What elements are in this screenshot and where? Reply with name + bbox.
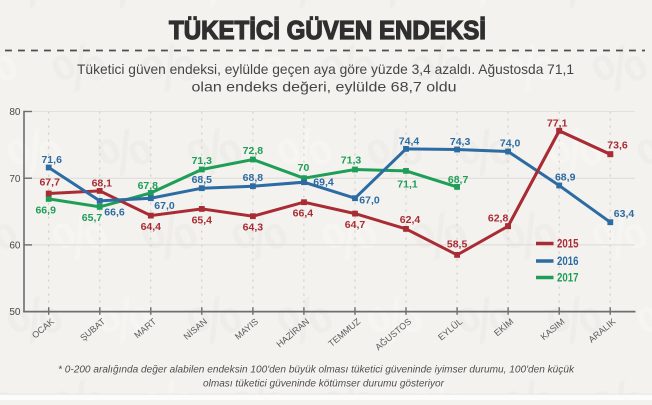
svg-text:66,9: 66,9 bbox=[35, 204, 56, 216]
svg-text:68,9: 68,9 bbox=[555, 172, 576, 184]
svg-text:71,6: 71,6 bbox=[41, 154, 62, 166]
svg-text:80: 80 bbox=[9, 107, 21, 118]
svg-text:73,6: 73,6 bbox=[607, 140, 628, 152]
svg-text:74,4: 74,4 bbox=[399, 135, 420, 147]
svg-text:71,3: 71,3 bbox=[341, 155, 362, 167]
svg-text:58,5: 58,5 bbox=[447, 238, 468, 250]
svg-text:* 0-200 aralığında değer alabi: * 0-200 aralığında değer alabilen endeks… bbox=[58, 365, 575, 376]
svg-text:67,7: 67,7 bbox=[39, 177, 60, 189]
svg-text:60: 60 bbox=[9, 241, 21, 252]
svg-text:66,4: 66,4 bbox=[293, 208, 314, 220]
svg-text:64,3: 64,3 bbox=[243, 222, 264, 234]
svg-text:67,0: 67,0 bbox=[359, 195, 380, 207]
svg-text:olması tüketici güveninde kötü: olması tüketici güveninde kötümser durum… bbox=[203, 379, 445, 390]
svg-text:71,1: 71,1 bbox=[397, 179, 418, 191]
svg-text:2017: 2017 bbox=[557, 273, 579, 285]
svg-text:2016: 2016 bbox=[557, 256, 579, 268]
svg-text:65,4: 65,4 bbox=[192, 214, 213, 226]
svg-text:olan endeks değeri, eylülde 68: olan endeks değeri, eylülde 68,7 oldu bbox=[192, 79, 457, 95]
svg-text:72,8: 72,8 bbox=[243, 145, 264, 157]
svg-text:70: 70 bbox=[9, 174, 21, 185]
svg-text:63,4: 63,4 bbox=[614, 208, 635, 220]
svg-text:66,6: 66,6 bbox=[104, 207, 125, 219]
svg-text:Tüketici güven endeksi, eylüld: Tüketici güven endeksi, eylülde geçen ay… bbox=[77, 61, 574, 77]
svg-text:TÜKETİCİ GÜVEN ENDEKSİ: TÜKETİCİ GÜVEN ENDEKSİ bbox=[169, 15, 486, 45]
svg-text:77,1: 77,1 bbox=[547, 117, 568, 129]
svg-text:65,7: 65,7 bbox=[82, 212, 103, 224]
svg-text:68,8: 68,8 bbox=[243, 172, 264, 184]
svg-text:64,7: 64,7 bbox=[345, 219, 366, 231]
svg-text:70: 70 bbox=[298, 162, 310, 174]
svg-text:71,3: 71,3 bbox=[192, 155, 213, 167]
svg-text:69,4: 69,4 bbox=[313, 177, 334, 189]
svg-text:74,3: 74,3 bbox=[450, 136, 471, 148]
svg-text:74,0: 74,0 bbox=[500, 138, 521, 150]
svg-text:67,8: 67,8 bbox=[138, 180, 159, 192]
svg-text:67,0: 67,0 bbox=[154, 200, 175, 212]
svg-text:68,1: 68,1 bbox=[92, 177, 113, 189]
svg-text:62,4: 62,4 bbox=[400, 214, 421, 226]
svg-text:68,7: 68,7 bbox=[448, 174, 469, 186]
svg-text:68,5: 68,5 bbox=[192, 174, 213, 186]
svg-text:64,4: 64,4 bbox=[141, 221, 162, 233]
svg-text:2015: 2015 bbox=[557, 239, 579, 251]
svg-text:50: 50 bbox=[9, 307, 21, 318]
svg-text:62,8: 62,8 bbox=[488, 213, 509, 225]
